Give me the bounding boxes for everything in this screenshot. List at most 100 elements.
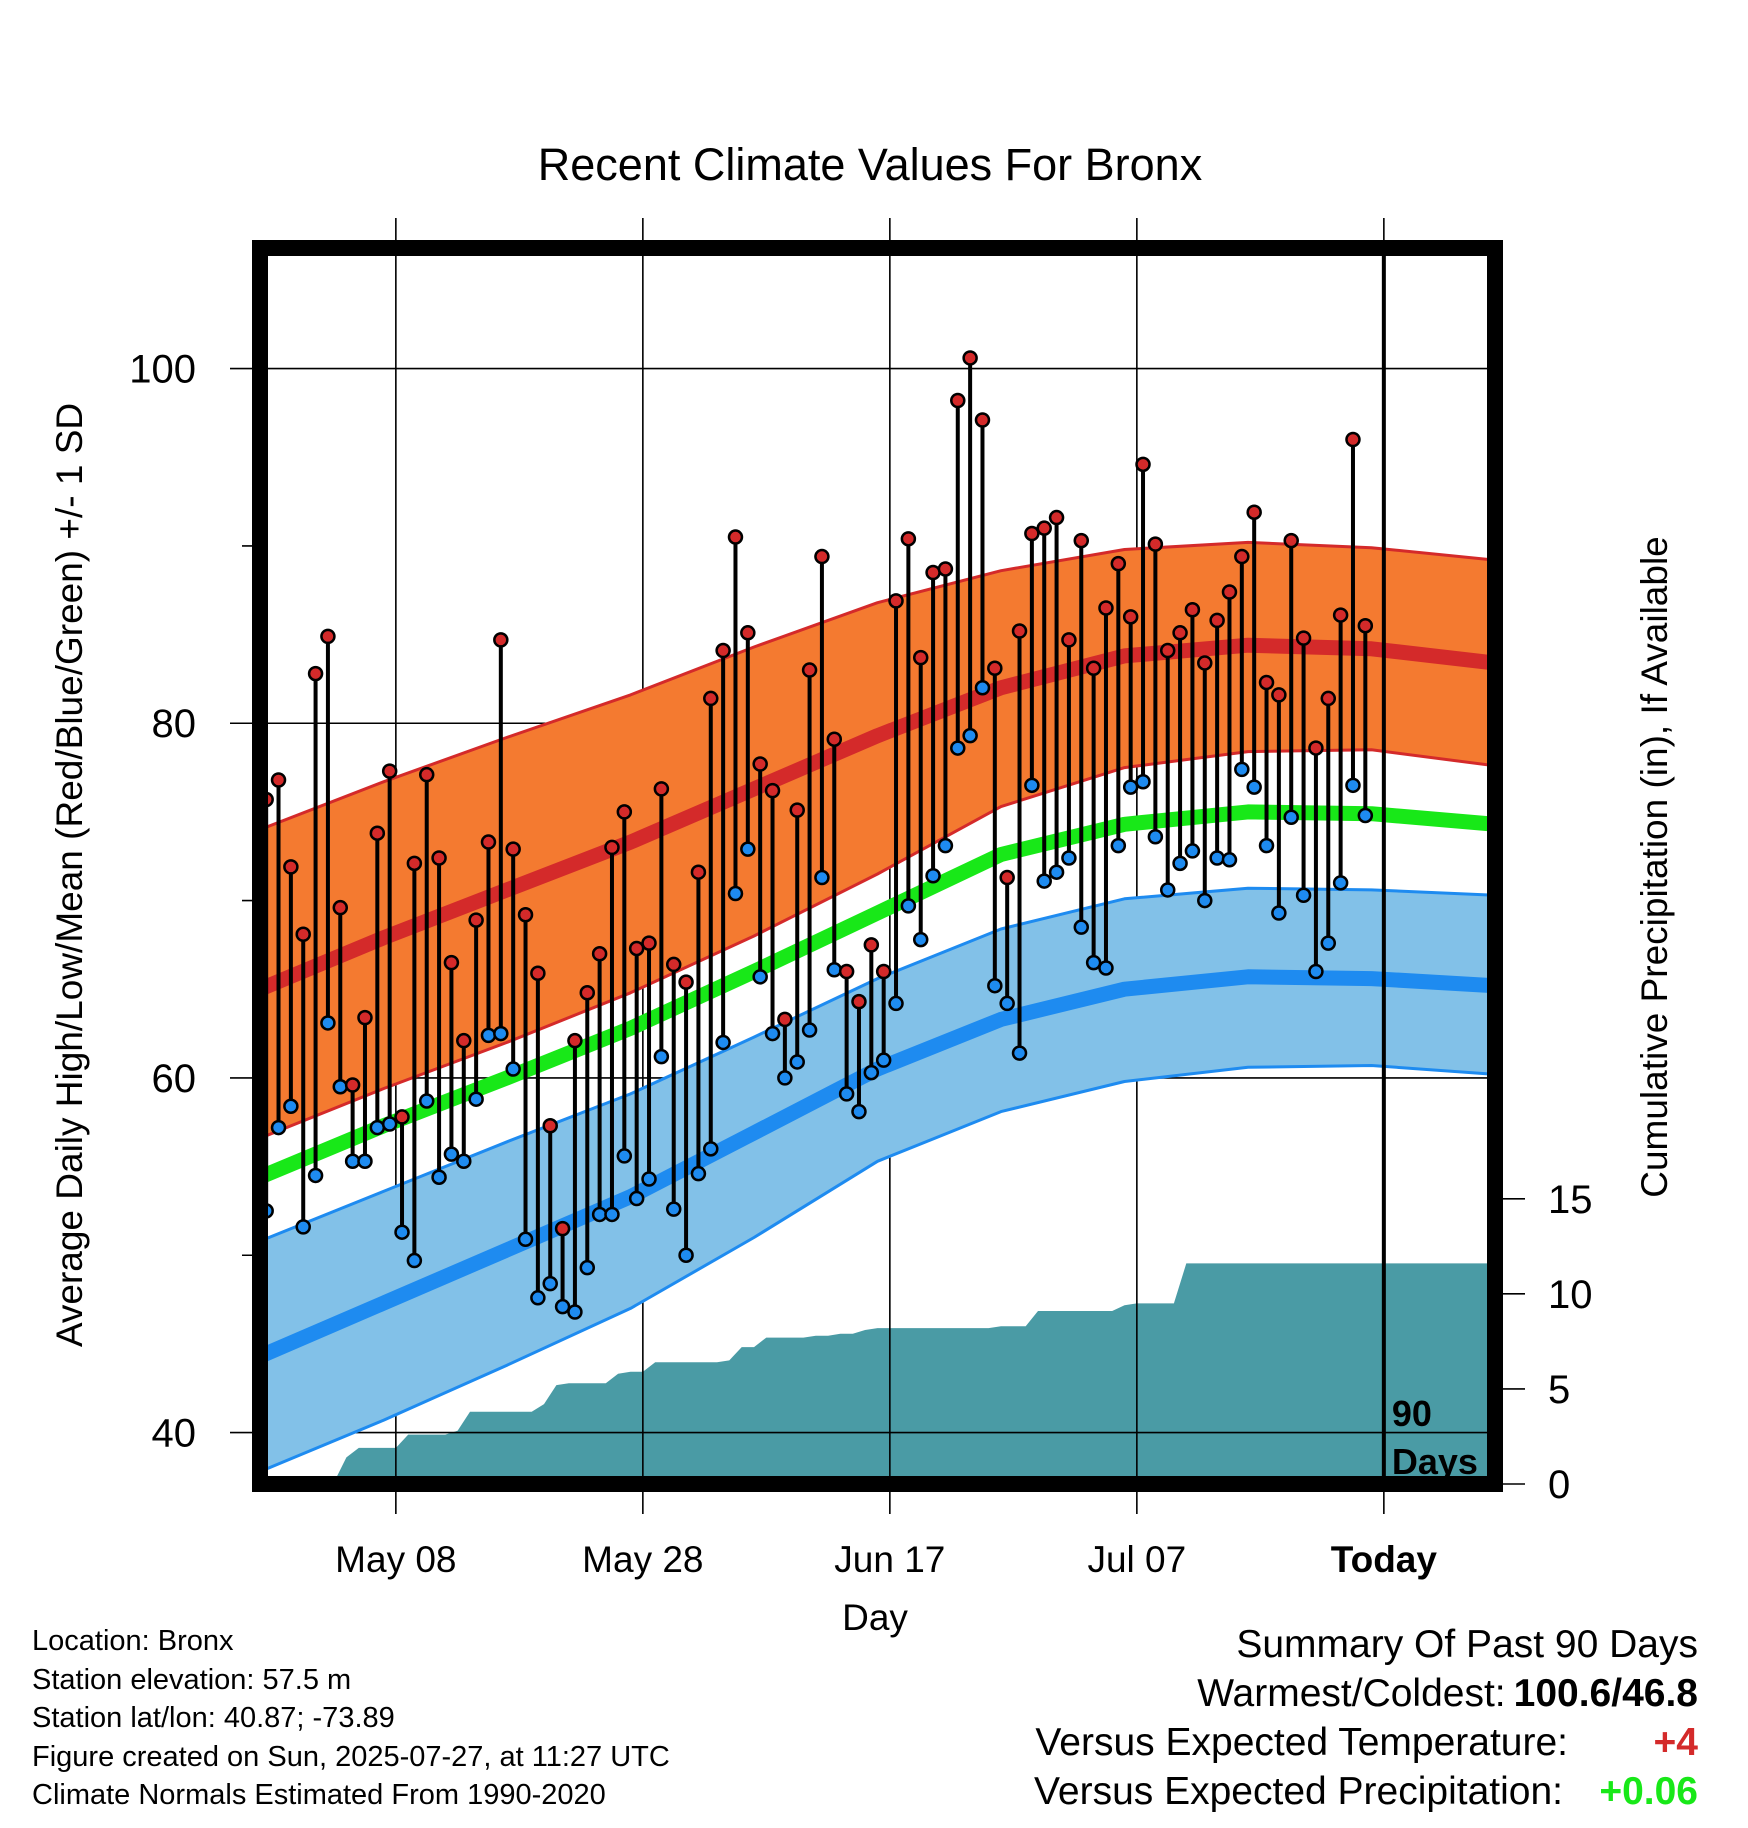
daily-high-point	[369, 825, 386, 841]
plot-area: 90 Days	[260, 248, 1495, 1484]
daily-low-point	[999, 995, 1015, 1012]
daily-high-point	[394, 1109, 410, 1125]
daily-low-point	[703, 1141, 719, 1157]
daily-low-point	[1122, 779, 1139, 795]
high-lower-line	[260, 748, 1495, 1140]
precip-label: Versus Expected Precipitation:	[1034, 1770, 1563, 1813]
daily-high-point	[1184, 602, 1201, 618]
daily-high-point	[431, 850, 447, 866]
daily-high-point	[332, 899, 349, 916]
daily-high-point	[1172, 625, 1188, 641]
warm-cold-value: 100.6/46.8	[1513, 1672, 1698, 1715]
daily-low-point	[332, 1079, 349, 1095]
daily-high-point	[1345, 431, 1361, 448]
station-info: Location: Bronx Station elevation: 57.5 …	[32, 1622, 670, 1815]
daily-high-point	[1357, 617, 1374, 634]
daily-high-point	[604, 839, 620, 856]
daily-high-point	[1283, 532, 1299, 549]
daily-low-point	[1345, 777, 1361, 794]
daily-high-point	[1073, 532, 1090, 549]
daily-low-point	[715, 1034, 731, 1051]
daily-low-point	[1308, 963, 1324, 980]
daily-low-point	[1159, 882, 1176, 898]
daily-low-point	[826, 961, 843, 978]
daily-low-point	[863, 1064, 880, 1081]
daily-high-point	[1197, 655, 1213, 671]
daily-low-point	[468, 1091, 484, 1107]
daily-high-point	[764, 782, 781, 799]
daily-low-point	[1234, 761, 1250, 778]
daily-high-point	[851, 993, 867, 1010]
daily-high-point	[1332, 607, 1349, 623]
daily-low-point	[752, 969, 768, 985]
x-axis-label: Day	[842, 1597, 908, 1638]
x-tick-label: Today	[1331, 1539, 1438, 1580]
daily-high-point	[307, 665, 324, 682]
daily-high-point	[912, 649, 929, 666]
y-tick-label: 80	[152, 702, 197, 746]
daily-low-point	[1184, 843, 1201, 859]
plot-frame	[252, 240, 1503, 1492]
daily-high-point	[678, 974, 694, 990]
daily-high-point	[1085, 660, 1102, 677]
daily-low-point	[295, 1219, 311, 1235]
daily-low-point	[369, 1119, 386, 1136]
daily-low-point	[542, 1275, 558, 1292]
summary-precip: Versus Expected Precipitation: +0.06	[1034, 1767, 1698, 1816]
daily-high-point	[987, 660, 1003, 677]
daily-high-point	[295, 926, 311, 943]
daily-low-point	[456, 1153, 472, 1170]
daily-low-point	[344, 1153, 361, 1170]
daily-low-point	[394, 1224, 410, 1240]
daily-high-point	[838, 963, 855, 980]
daily-low-point	[925, 868, 941, 884]
daily-high-point	[357, 1009, 373, 1026]
daily-high-point	[888, 593, 904, 609]
y2-tick-label: 0	[1548, 1463, 1570, 1507]
x-tick-label: May 08	[335, 1539, 456, 1580]
daily-high-point	[1048, 509, 1065, 526]
daily-low-point	[665, 1201, 682, 1217]
daily-high-point	[1246, 504, 1262, 520]
daily-high-point	[900, 531, 917, 547]
x-tick-label: Jul 07	[1087, 1539, 1186, 1580]
summary-title: Summary Of Past 90 Days	[1236, 1623, 1698, 1666]
daily-high-point	[641, 935, 657, 951]
daily-low-point	[777, 1070, 793, 1086]
daily-high-point	[517, 907, 534, 923]
daily-low-point	[616, 1148, 633, 1164]
daily-low-point	[814, 869, 830, 886]
daily-high-point	[567, 1032, 583, 1049]
daily-low-point	[987, 977, 1003, 994]
daily-high-point	[505, 841, 521, 857]
daily-low-point	[591, 1206, 608, 1223]
daily-low-point	[283, 1098, 299, 1115]
daily-low-point	[1073, 919, 1090, 935]
daily-high-point	[814, 548, 830, 565]
daily-high-point	[579, 985, 596, 1001]
daily-low-point	[912, 931, 929, 948]
daily-high-point	[344, 1077, 361, 1093]
daily-high-point	[1011, 623, 1028, 639]
daily-high-point	[530, 965, 546, 982]
daily-low-point	[1135, 774, 1151, 790]
daily-low-point	[789, 1054, 805, 1070]
daily-low-point	[1332, 875, 1349, 891]
daily-high-point	[727, 529, 744, 545]
daily-low-point	[1011, 1045, 1028, 1061]
daily-high-point	[1036, 520, 1052, 536]
daily-high-point	[863, 937, 880, 953]
daily-low-point	[320, 1015, 336, 1031]
info-normals: Climate Normals Estimated From 1990-2020	[32, 1779, 606, 1811]
daily-high-point	[554, 1220, 571, 1237]
daily-low-point	[1098, 960, 1114, 976]
daily-high-point	[480, 834, 497, 850]
daily-low-point	[1048, 864, 1065, 880]
low-lower-line	[260, 1064, 1495, 1473]
daily-low-point	[480, 1027, 497, 1044]
daily-high-point	[1308, 740, 1324, 756]
daily-low-point	[505, 1061, 521, 1077]
daily-high-point	[1295, 630, 1312, 646]
info-latlon: Station lat/lon: 40.87; -73.89	[32, 1702, 395, 1734]
daily-high-point	[1159, 642, 1176, 659]
